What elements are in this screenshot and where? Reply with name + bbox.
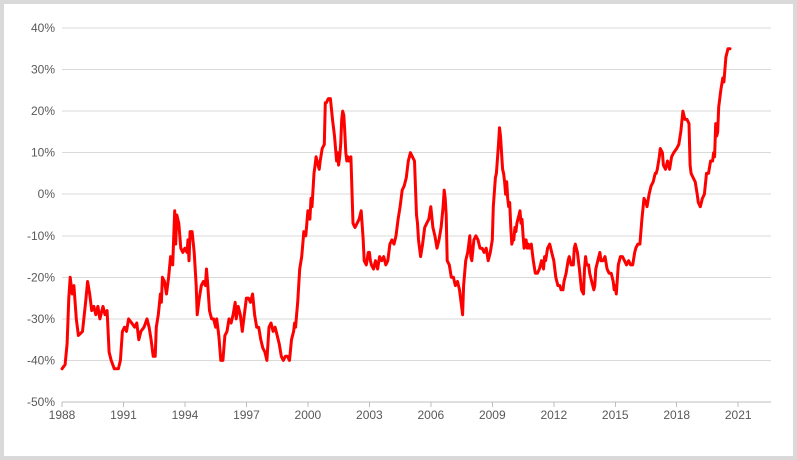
series (60, 47, 732, 371)
y-tick-label: -30% (27, 312, 55, 326)
x-axis (61, 401, 771, 407)
y-tick-label: -20% (27, 270, 55, 284)
series-line (60, 47, 732, 371)
y-tick-label: -40% (27, 353, 55, 367)
y-tick-label: 20% (31, 104, 55, 118)
x-tick-label: 2018 (663, 408, 690, 422)
line-chart: -50%-40%-30%-20%-10%0%10%20%30%40% 1988 1… (27, 21, 771, 422)
y-tick-label: -10% (27, 229, 55, 243)
x-tick-label: 2012 (540, 408, 567, 422)
y-axis-tick-labels: -50% -40% -30% -20% -10% 0% 10% 20% 30% 40% (27, 21, 55, 409)
x-tick-label: 2003 (356, 408, 383, 422)
x-tick-label: 1997 (233, 408, 260, 422)
y-tick-label: 40% (31, 21, 55, 35)
x-tick-label: 2015 (602, 408, 629, 422)
x-tick-label: 1991 (110, 408, 137, 422)
x-tick-label: 2009 (479, 408, 506, 422)
y-tick-label: -50% (27, 395, 55, 409)
x-tick-label: 2000 (295, 408, 322, 422)
chart-frame: -50% -40% -30% -20% -10% 0% 10% 20% 30% 40% 1988 1… (4, 4, 793, 456)
x-tick-label: 2021 (725, 408, 752, 422)
y-tick-label: 30% (31, 63, 55, 77)
y-tick-label: 0% (38, 187, 56, 201)
x-tick-label: 2006 (417, 408, 444, 422)
x-axis-tick-labels: 1988 1991 1994 1997 2000 2003 2006 2009 2012 2015… (49, 408, 752, 422)
x-tick-label: 1994 (172, 408, 199, 422)
y-tick-label: 10% (31, 146, 55, 160)
x-tick-label: 1988 (49, 408, 76, 422)
